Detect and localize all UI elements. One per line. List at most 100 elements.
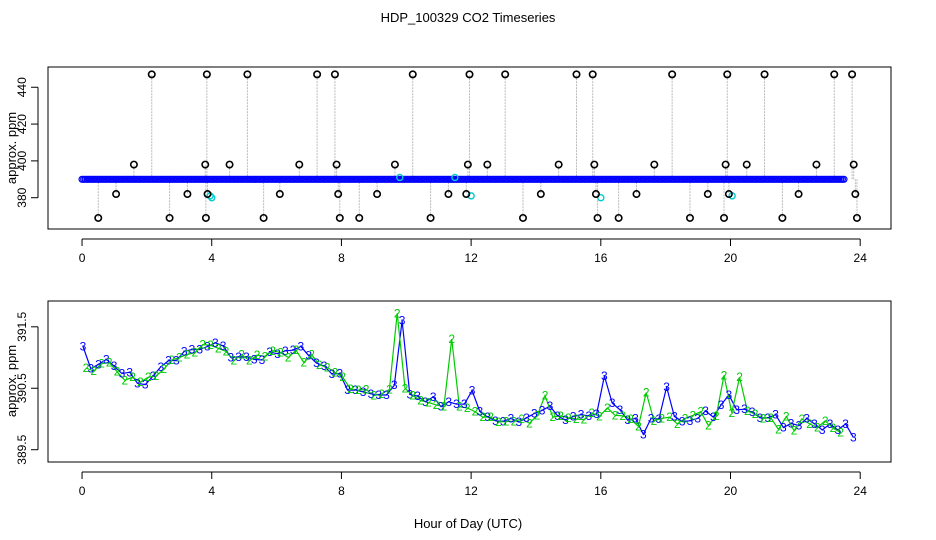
series-2-marker: 2 — [145, 370, 152, 384]
outlier-point — [588, 70, 597, 79]
series-3-marker: 3 — [508, 411, 515, 425]
series-3-marker: 3 — [585, 409, 592, 423]
series-3-marker: 3 — [422, 395, 429, 409]
series-2-marker: 2 — [199, 338, 206, 352]
series-3-marker: 3 — [710, 410, 717, 424]
series-3-marker: 3 — [702, 404, 709, 418]
bottom-panel: approx. ppm 0 4 8 12 16 20 24 389.5 390.5 391.5 3… — [4, 300, 892, 498]
series-2-marker: 2 — [526, 416, 533, 430]
series-2-marker: 2 — [830, 421, 837, 435]
outlier-point — [590, 160, 599, 169]
outlier-point — [355, 213, 364, 222]
top-y-tick-label: 440 — [15, 77, 29, 97]
outlier-point — [724, 190, 733, 199]
series-2-marker: 2 — [814, 421, 821, 435]
outlier-point — [332, 160, 341, 169]
series-3-marker: 3 — [243, 350, 250, 364]
series-2-marker: 2 — [573, 412, 580, 426]
series-2-marker: 2 — [456, 400, 463, 414]
series-2-marker: 2 — [363, 382, 370, 396]
series-2-marker: 2 — [542, 389, 549, 403]
outlier-point — [760, 70, 769, 79]
series-3-marker: 3 — [329, 367, 336, 381]
outlier-point — [721, 160, 730, 169]
series-3-marker: 3 — [290, 343, 297, 357]
series-3-marker: 3 — [640, 427, 647, 441]
outlier-point — [849, 160, 858, 169]
series-3-marker: 3 — [547, 399, 554, 413]
series-3-marker: 3 — [492, 414, 499, 428]
series-2-marker: 2 — [192, 346, 199, 360]
series-3-marker: 3 — [624, 413, 631, 427]
outlier-point — [851, 190, 860, 199]
series-3-marker: 3 — [632, 411, 639, 425]
series-2-marker: 2 — [285, 351, 292, 365]
series-2-marker: 2 — [612, 408, 619, 422]
series-3-marker: 3 — [181, 344, 188, 358]
bottom-x-tick-label: 12 — [464, 484, 478, 498]
series-3-marker: 3 — [803, 411, 810, 425]
outlier-point — [295, 160, 304, 169]
series-2-marker: 2 — [215, 341, 222, 355]
series-3-marker: 3 — [80, 339, 87, 353]
series-2-marker: 2 — [783, 410, 790, 424]
outlier-point — [112, 190, 121, 199]
series-3-marker: 3 — [570, 410, 577, 424]
outlier-point — [275, 190, 284, 199]
outlier-point — [165, 213, 174, 222]
series-2-marker: 2 — [791, 424, 798, 438]
series-2-marker: 2 — [83, 361, 90, 375]
series-3-marker: 3 — [305, 349, 312, 363]
series-2-marker: 2 — [114, 365, 121, 379]
series-2-marker: 2 — [262, 349, 269, 363]
outlier-point — [650, 160, 659, 169]
outlier-point — [462, 190, 471, 199]
outlier-point — [852, 213, 861, 222]
top-panel: approx. ppm 0 4 8 12 16 20 24 380 400 420 440 — [4, 66, 892, 265]
series-2-marker: 2 — [635, 419, 642, 433]
top-y-tick-label: 380 — [15, 187, 29, 207]
series-3-marker: 3 — [578, 408, 585, 422]
series-2-marker: 2 — [472, 405, 479, 419]
series-2-marker: 2 — [549, 410, 556, 424]
outlier-point — [703, 190, 712, 199]
series-2-marker: 2 — [441, 400, 448, 414]
top-x-tick-label: 20 — [724, 251, 738, 265]
outlier-point — [444, 190, 453, 199]
series-2-marker: 2 — [184, 347, 191, 361]
series-2-marker: 2 — [207, 338, 214, 352]
series-2-marker: 2 — [386, 382, 393, 396]
outlier-point — [259, 213, 268, 222]
bottom-x-tick-label: 8 — [338, 484, 345, 498]
series-3-marker: 3 — [445, 395, 452, 409]
series-2-marker: 2 — [666, 410, 673, 424]
outlier-point — [720, 213, 729, 222]
series-3-marker: 3 — [469, 384, 476, 398]
series-2-marker: 2 — [736, 370, 743, 384]
series-2-marker: 2 — [106, 355, 113, 369]
series-3-marker: 3 — [515, 415, 522, 429]
series-3-marker: 3 — [220, 339, 227, 353]
series-3-marker: 3 — [235, 350, 242, 364]
series-3-marker: 3 — [764, 411, 771, 425]
series-2-marker: 2 — [378, 387, 385, 401]
series-2-marker: 2 — [277, 346, 284, 360]
series-3-marker: 3 — [126, 365, 133, 379]
series-2-marker: 2 — [160, 362, 167, 376]
series-2-marker: 2 — [479, 410, 486, 424]
bottom-x-tick-label: 4 — [208, 484, 215, 498]
series-3-marker: 3 — [360, 385, 367, 399]
series-3-marker: 3 — [679, 414, 686, 428]
bottom-y-tick-label: 391.5 — [15, 311, 29, 341]
series-3-marker: 3 — [212, 336, 219, 350]
outlier-point — [742, 160, 751, 169]
series-2-marker: 2 — [581, 413, 588, 427]
series-3-marker: 3 — [531, 406, 538, 420]
series-3-marker: 3 — [228, 351, 235, 365]
series-3-marker: 3 — [562, 413, 569, 427]
top-x-tick-label: 16 — [594, 251, 608, 265]
outlier-point — [330, 70, 339, 79]
series-3-marker: 3 — [406, 387, 413, 401]
series-3-marker: 3 — [780, 421, 787, 435]
series-2-marker: 2 — [394, 306, 401, 320]
